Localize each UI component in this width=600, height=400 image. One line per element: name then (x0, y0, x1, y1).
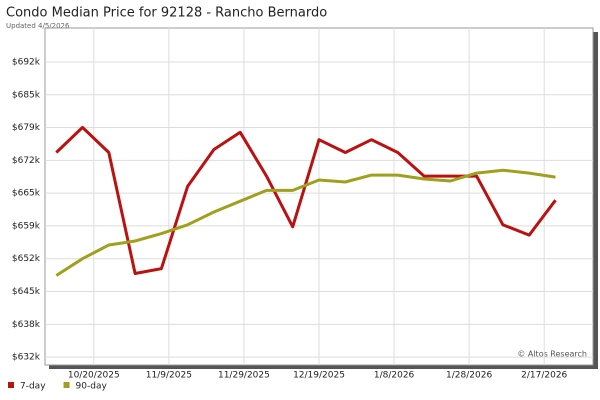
y-tick-label: $692k (12, 57, 41, 67)
y-tick-label: $665k (12, 189, 41, 199)
y-tick-label: $632k (12, 353, 41, 363)
plot-shadow (593, 32, 598, 369)
chart-subtitle: Updated 4/5/2026 (6, 22, 70, 30)
y-tick-label: $638k (12, 320, 41, 330)
x-tick-label: 11/9/2025 (146, 371, 192, 381)
x-tick-label: 12/19/2025 (293, 371, 345, 381)
legend-label: 90-day (76, 382, 108, 392)
y-tick-label: $652k (12, 254, 41, 264)
chart-title: Condo Median Price for 92128 - Rancho Be… (6, 6, 327, 21)
x-tick-label: 11/29/2025 (218, 371, 270, 381)
x-tick-label: 10/20/2025 (68, 371, 120, 381)
y-tick-label: $679k (12, 123, 41, 133)
legend-label: 7-day (20, 382, 46, 392)
series-line (55, 125, 557, 275)
watermark: © Altos Research (517, 350, 587, 359)
legend-swatch (63, 382, 70, 388)
y-tick-label: $685k (12, 90, 41, 100)
x-tick-label: 2/17/2026 (521, 371, 567, 381)
y-tick-label: $659k (12, 221, 41, 231)
series-line (55, 168, 556, 277)
plot-shadow (49, 365, 598, 369)
y-tick-label: $645k (12, 287, 41, 297)
x-tick-label: 1/28/2026 (446, 371, 492, 381)
x-tick-label: 1/8/2026 (374, 371, 415, 381)
legend-swatch (8, 382, 14, 388)
y-tick-label: $672k (12, 156, 41, 166)
